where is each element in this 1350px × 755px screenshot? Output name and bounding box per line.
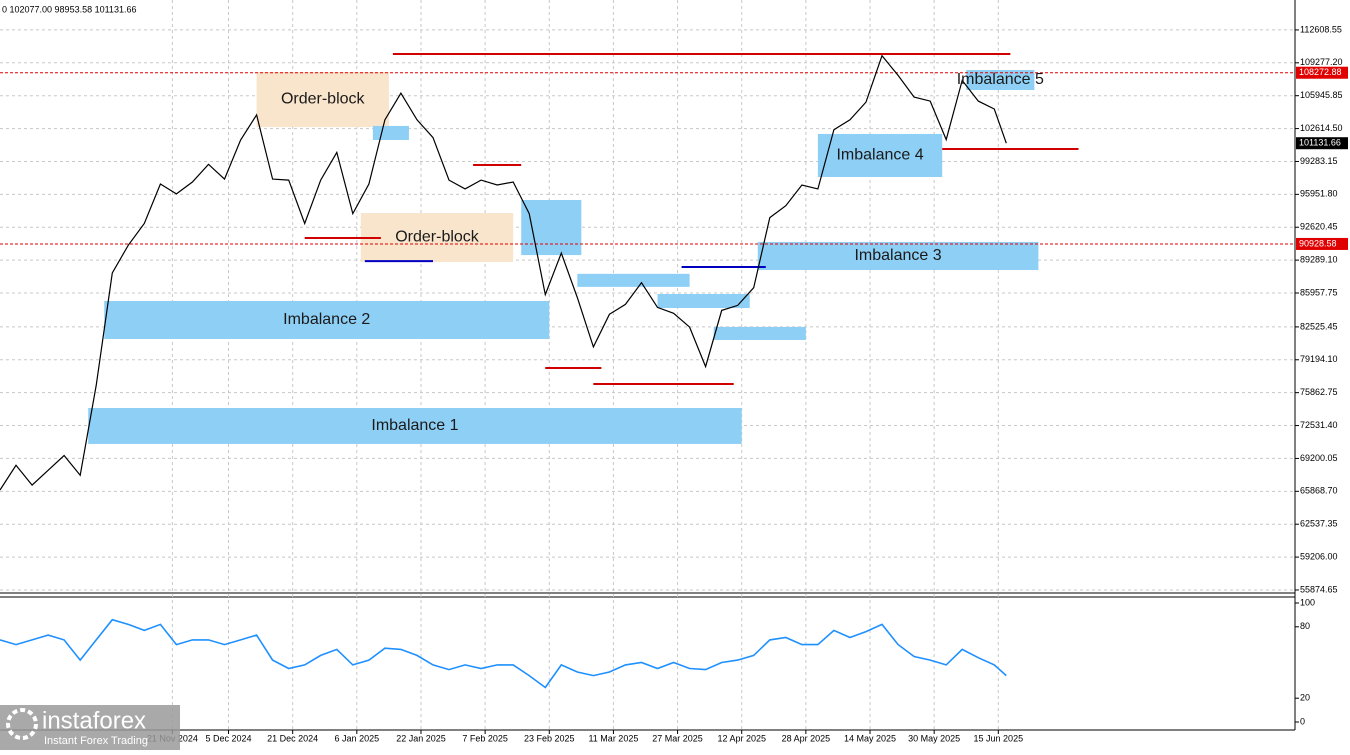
y-tick-label: 92620.45 [1300, 222, 1338, 232]
zone [372, 125, 409, 140]
y-tick-label: 89289.10 [1300, 255, 1338, 265]
zone [757, 241, 1039, 270]
zone-label: Imbalance 5 [957, 71, 1044, 88]
y-tick-label: 95951.80 [1300, 189, 1338, 199]
x-tick-label: 7 Feb 2025 [462, 733, 508, 743]
logo-icon [6, 708, 38, 740]
zone [713, 326, 806, 340]
zone [577, 273, 690, 287]
y-tick-label: 100 [1300, 597, 1315, 607]
y-tick-label: 80 [1300, 621, 1310, 631]
y-tick-label: 62537.35 [1300, 519, 1338, 529]
x-tick-label: 27 Mar 2025 [652, 733, 703, 743]
y-tick-label: 82525.45 [1300, 321, 1338, 331]
x-tick-label: 23 Feb 2025 [524, 733, 575, 743]
zone-label: Imbalance 2 [283, 311, 370, 328]
price-label-bg [1296, 66, 1348, 79]
zone-label: Imbalance 4 [836, 147, 923, 164]
y-tick-label: 59206.00 [1300, 551, 1338, 561]
x-tick-label: 11 Mar 2025 [588, 733, 638, 743]
y-tick-label: 55874.65 [1300, 584, 1338, 594]
zone [657, 293, 750, 308]
y-tick-label: 69200.05 [1300, 453, 1338, 463]
zone [256, 71, 389, 128]
y-tick-label: 0 [1300, 716, 1305, 726]
y-tick-label: 65868.70 [1300, 486, 1338, 496]
logo-brand: instaforex [42, 707, 146, 734]
y-tick-label: 105945.85 [1300, 90, 1343, 100]
zone [360, 213, 514, 262]
zone-label: Imbalance 3 [854, 247, 941, 264]
logo-tagline: Instant Forex Trading [44, 735, 148, 747]
x-tick-label: 15 Jun 2025 [974, 733, 1024, 743]
price-label: 101131.66 [1299, 138, 1341, 148]
price-label: 90928.58 [1299, 238, 1337, 248]
y-tick-label: 102614.50 [1300, 123, 1343, 133]
chart-header: 0 102077.00 98953.58 101131.66 [2, 4, 136, 14]
price-label-bg [1296, 237, 1348, 250]
y-tick-label: 109277.20 [1300, 57, 1343, 67]
y-tick-label: 112608.55 [1300, 24, 1342, 34]
logo: instaforex Instant Forex Trading [0, 705, 180, 750]
zone [966, 69, 1035, 91]
zone [817, 133, 943, 177]
x-tick-label: 12 Apr 2025 [717, 733, 766, 743]
zone [521, 199, 582, 256]
x-tick-label: 14 May 2025 [844, 733, 896, 743]
zone-label: Imbalance 1 [371, 417, 458, 434]
y-tick-label: 79194.10 [1300, 354, 1338, 364]
price-label: 108272.88 [1299, 67, 1342, 77]
zone [104, 300, 550, 339]
y-tick-label: 75862.75 [1300, 387, 1338, 397]
x-tick-label: 6 Jan 2025 [335, 733, 380, 743]
price-line-series [0, 54, 1007, 491]
zone-label: Order-block [395, 229, 480, 246]
y-tick-label: 20 [1300, 693, 1310, 703]
zone-label: Order-block [281, 91, 366, 108]
x-tick-label: 21 Dec 2024 [267, 733, 318, 743]
x-tick-label: 22 Jan 2025 [396, 733, 446, 743]
x-tick-label: 5 Dec 2024 [206, 733, 252, 743]
rsi-line [0, 618, 1007, 689]
price-label-bg [1296, 137, 1348, 150]
zone [88, 407, 742, 444]
y-tick-label: 99283.15 [1300, 156, 1338, 166]
y-tick-label: 85957.75 [1300, 287, 1338, 297]
x-tick-label: 30 May 2025 [908, 733, 960, 743]
y-tick-label: 72531.40 [1300, 420, 1338, 430]
x-tick-label: 28 Apr 2025 [782, 733, 831, 743]
